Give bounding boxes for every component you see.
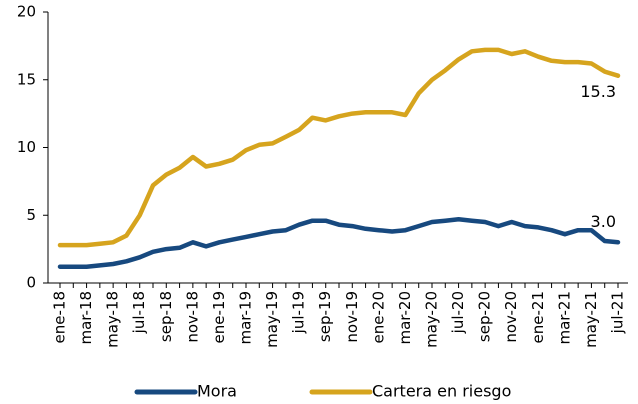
x-tick-label: may-18 [104,291,122,348]
x-tick-label: ene-19 [210,291,228,343]
x-tick-label: mar-21 [555,291,573,345]
x-tick-label: mar-20 [396,291,414,345]
x-tick-label: mar-18 [77,291,95,345]
x-tick-label: sep-18 [157,291,175,342]
x-tick-label: jul-21 [609,291,627,334]
series-line [57,217,621,269]
x-tick-label: nov-20 [502,291,520,343]
x-tick-label: sep-20 [476,291,494,342]
x-tick-label: mar-19 [237,291,255,345]
x-tick-label: ene-20 [369,291,387,343]
legend-label: Mora [197,382,237,401]
x-tick-label: jul-18 [130,291,148,334]
x-tick-label: nov-19 [343,291,361,343]
y-tick-label: 15 [17,70,36,88]
y-tick-label: 0 [26,274,36,292]
y-tick-label: 5 [26,206,36,224]
x-tick-label: may-20 [423,291,441,348]
x-tick-label: may-19 [263,291,281,348]
y-tick-label: 10 [17,138,36,156]
x-tick-label: jul-20 [449,291,467,334]
series-line [57,47,621,248]
y-tick-label: 20 [17,3,36,21]
legend-label: Cartera en riesgo [372,382,511,401]
x-tick-label: ene-21 [529,291,547,343]
x-tick-label: nov-18 [183,291,201,343]
x-tick-label: jul-19 [290,291,308,334]
x-tick-label: sep-19 [316,291,334,342]
x-tick-label: may-21 [582,291,600,348]
x-tick-label: ene-18 [51,291,69,343]
data-label: 3.0 [591,212,616,231]
data-label: 15.3 [580,82,616,101]
